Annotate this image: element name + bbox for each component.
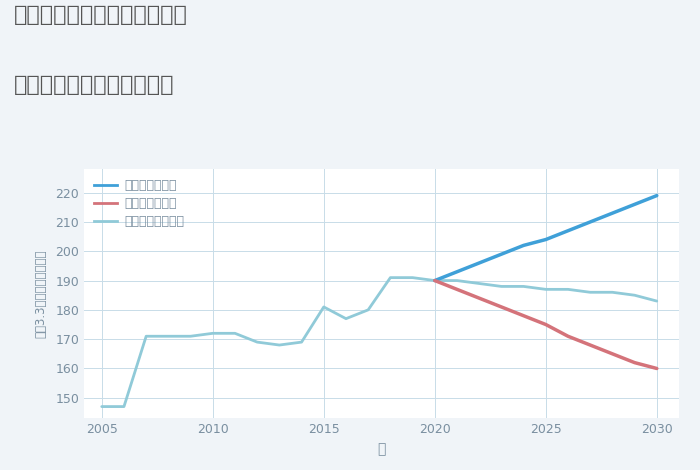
- ノーマルシナリオ: [542, 287, 550, 292]
- Legend: グッドシナリオ, バッドシナリオ, ノーマルシナリオ: グッドシナリオ, バッドシナリオ, ノーマルシナリオ: [90, 175, 188, 232]
- Line: バッドシナリオ: バッドシナリオ: [435, 281, 657, 368]
- バッドシナリオ: [564, 333, 572, 339]
- バッドシナリオ: [430, 278, 439, 283]
- Line: グッドシナリオ: グッドシナリオ: [435, 196, 657, 281]
- ノーマルシナリオ: [652, 298, 661, 304]
- グッドシナリオ: [586, 219, 594, 225]
- バッドシナリオ: [631, 360, 639, 366]
- ノーマルシナリオ: [408, 275, 416, 281]
- Text: 中古マンションの価格推移: 中古マンションの価格推移: [14, 75, 174, 95]
- ノーマルシナリオ: [164, 333, 173, 339]
- バッドシナリオ: [652, 366, 661, 371]
- ノーマルシナリオ: [97, 404, 106, 409]
- グッドシナリオ: [564, 228, 572, 234]
- ノーマルシナリオ: [586, 290, 594, 295]
- グッドシナリオ: [652, 193, 661, 198]
- ノーマルシナリオ: [186, 333, 195, 339]
- グッドシナリオ: [497, 251, 505, 257]
- バッドシナリオ: [542, 321, 550, 327]
- ノーマルシナリオ: [631, 292, 639, 298]
- ノーマルシナリオ: [564, 287, 572, 292]
- ノーマルシナリオ: [386, 275, 395, 281]
- ノーマルシナリオ: [475, 281, 484, 286]
- バッドシナリオ: [586, 342, 594, 348]
- ノーマルシナリオ: [430, 278, 439, 283]
- Text: 神奈川県横浜市緑区鴨居町の: 神奈川県横浜市緑区鴨居町の: [14, 5, 188, 25]
- グッドシナリオ: [430, 278, 439, 283]
- グッドシナリオ: [475, 260, 484, 266]
- ノーマルシナリオ: [209, 330, 217, 336]
- ノーマルシナリオ: [120, 404, 128, 409]
- グッドシナリオ: [608, 211, 617, 216]
- グッドシナリオ: [453, 269, 461, 274]
- バッドシナリオ: [497, 304, 505, 310]
- バッドシナリオ: [453, 287, 461, 292]
- グッドシナリオ: [631, 202, 639, 207]
- Y-axis label: 平（3.3㎡）単価（万円）: 平（3.3㎡）単価（万円）: [34, 250, 47, 338]
- グッドシナリオ: [542, 237, 550, 243]
- ノーマルシナリオ: [453, 278, 461, 283]
- ノーマルシナリオ: [364, 307, 372, 313]
- バッドシナリオ: [475, 295, 484, 301]
- X-axis label: 年: 年: [377, 442, 386, 456]
- ノーマルシナリオ: [497, 283, 505, 289]
- ノーマルシナリオ: [275, 342, 284, 348]
- ノーマルシナリオ: [608, 290, 617, 295]
- ノーマルシナリオ: [298, 339, 306, 345]
- ノーマルシナリオ: [231, 330, 239, 336]
- Line: ノーマルシナリオ: ノーマルシナリオ: [102, 278, 657, 407]
- ノーマルシナリオ: [519, 283, 528, 289]
- バッドシナリオ: [519, 313, 528, 319]
- ノーマルシナリオ: [253, 339, 261, 345]
- ノーマルシナリオ: [342, 316, 350, 321]
- バッドシナリオ: [608, 351, 617, 357]
- ノーマルシナリオ: [142, 333, 150, 339]
- グッドシナリオ: [519, 243, 528, 248]
- ノーマルシナリオ: [320, 304, 328, 310]
